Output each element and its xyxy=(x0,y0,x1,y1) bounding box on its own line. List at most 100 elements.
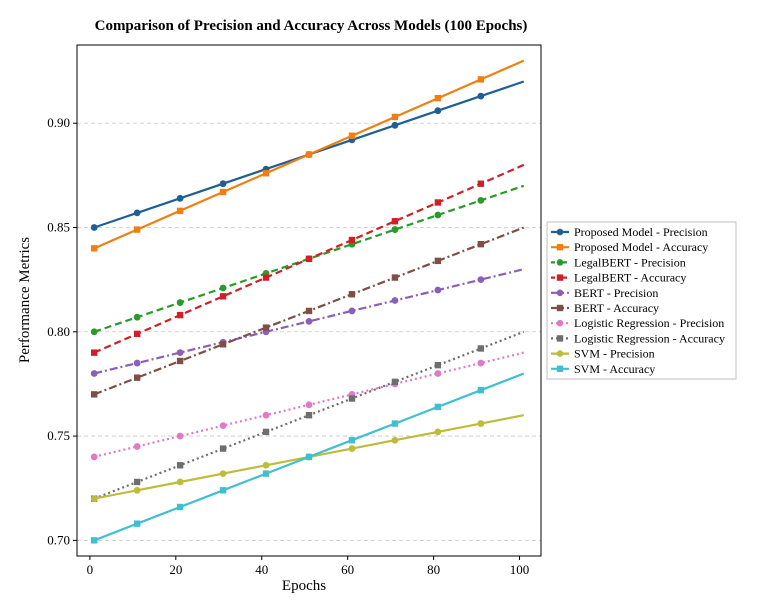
x-axis-ticks: 0 20 40 60 80 100 xyxy=(87,556,530,577)
legend-label: Logistic Regression - Precision xyxy=(574,316,724,330)
data-point xyxy=(305,151,313,158)
legend-marker xyxy=(556,319,564,327)
data-point xyxy=(477,240,485,248)
data-point xyxy=(391,274,399,281)
legend-item: Logistic Regression - Precision xyxy=(551,316,724,330)
data-point xyxy=(348,236,356,244)
data-point xyxy=(434,428,442,436)
legend-item: SVM - Accuracy xyxy=(551,362,655,376)
legend-item: Proposed Model - Accuracy xyxy=(551,240,708,254)
data-point xyxy=(477,180,485,187)
x-axis-label: Epochs xyxy=(282,578,326,594)
data-point xyxy=(477,92,485,100)
gridlines xyxy=(77,122,541,541)
legend-label: Proposed Model - Accuracy xyxy=(574,240,708,254)
data-point xyxy=(391,420,399,427)
data-point xyxy=(305,453,313,461)
data-point xyxy=(305,255,313,262)
y-axis-label: Performance Metrics xyxy=(17,237,33,363)
data-point xyxy=(176,357,184,365)
series-1 xyxy=(90,59,525,252)
x-tick-label: 0 xyxy=(87,562,94,577)
legend-marker xyxy=(556,244,564,251)
data-point xyxy=(434,403,442,411)
data-point xyxy=(219,180,227,188)
data-point xyxy=(305,412,313,419)
data-point xyxy=(434,211,442,219)
data-point xyxy=(90,328,98,336)
legend-item: BERT - Precision xyxy=(551,286,658,300)
data-point xyxy=(477,359,485,367)
y-tick-label: 0.85 xyxy=(47,220,70,235)
data-point xyxy=(348,132,356,139)
data-point xyxy=(477,386,485,394)
series-7 xyxy=(90,330,525,502)
chart-title: Comparison of Precision and Accuracy Acr… xyxy=(95,18,528,34)
data-point xyxy=(477,420,485,427)
data-point xyxy=(133,478,141,486)
legend-frame xyxy=(546,221,737,380)
data-point xyxy=(176,349,184,357)
data-point xyxy=(262,274,270,281)
legend-marker xyxy=(556,335,564,342)
data-point xyxy=(219,341,227,348)
series-5 xyxy=(90,226,525,398)
legend-label: Proposed Model - Precision xyxy=(574,225,708,239)
data-point xyxy=(133,226,141,233)
data-point xyxy=(90,537,98,544)
data-point xyxy=(262,170,270,177)
data-point xyxy=(434,361,442,369)
data-point xyxy=(391,378,399,386)
data-point xyxy=(90,349,98,356)
legend-marker xyxy=(556,304,564,312)
legend-marker xyxy=(556,365,564,372)
data-point xyxy=(219,293,227,300)
x-tick-label: 40 xyxy=(255,562,268,577)
y-tick-label: 0.70 xyxy=(47,532,70,547)
data-point xyxy=(176,207,184,215)
x-tick-label: 100 xyxy=(510,562,530,577)
series-4 xyxy=(90,268,525,377)
data-point xyxy=(391,218,399,225)
data-point xyxy=(90,391,98,398)
data-point xyxy=(305,307,313,315)
data-point xyxy=(219,284,227,292)
data-point xyxy=(391,226,399,233)
data-point xyxy=(219,422,227,430)
data-point xyxy=(90,453,98,461)
data-point xyxy=(133,486,141,494)
data-point xyxy=(391,297,399,304)
data-point xyxy=(477,276,485,284)
data-point xyxy=(262,324,270,331)
legend-label: Logistic Regression - Accuracy xyxy=(574,331,725,345)
data-point xyxy=(176,194,184,202)
data-point xyxy=(262,428,270,436)
data-point xyxy=(176,299,184,306)
data-point xyxy=(133,313,141,321)
data-point xyxy=(477,345,485,352)
data-point xyxy=(348,307,356,315)
data-point xyxy=(133,443,141,450)
data-point xyxy=(133,359,141,367)
data-point xyxy=(434,257,442,265)
series-9 xyxy=(90,372,525,544)
legend-item: BERT - Accuracy xyxy=(551,301,659,315)
data-point xyxy=(133,374,141,381)
data-point xyxy=(90,495,98,503)
data-point xyxy=(219,445,227,452)
legend-item: LegalBERT - Precision xyxy=(551,255,686,269)
legend-label: LegalBERT - Precision xyxy=(574,255,686,269)
data-point xyxy=(305,401,313,409)
legend-item: LegalBERT - Accuracy xyxy=(551,271,686,285)
data-point xyxy=(176,503,184,511)
legend-item: SVM - Precision xyxy=(551,347,655,361)
x-tick-label: 20 xyxy=(169,562,182,577)
data-point xyxy=(262,461,270,469)
data-point xyxy=(219,188,227,196)
legend-marker xyxy=(556,259,564,266)
series-line xyxy=(93,268,525,375)
data-point xyxy=(262,470,270,477)
data-point xyxy=(90,224,98,231)
data-point xyxy=(391,113,399,121)
